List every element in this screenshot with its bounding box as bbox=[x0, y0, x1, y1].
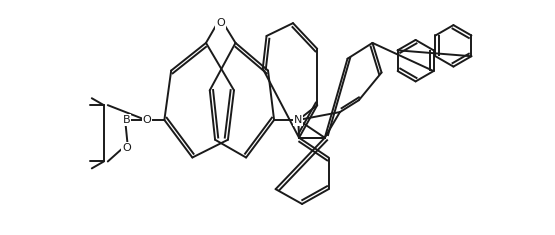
Text: O: O bbox=[143, 115, 152, 125]
Text: B: B bbox=[123, 115, 130, 125]
Text: O: O bbox=[122, 143, 131, 153]
Text: O: O bbox=[216, 18, 225, 28]
Text: N: N bbox=[294, 115, 302, 125]
